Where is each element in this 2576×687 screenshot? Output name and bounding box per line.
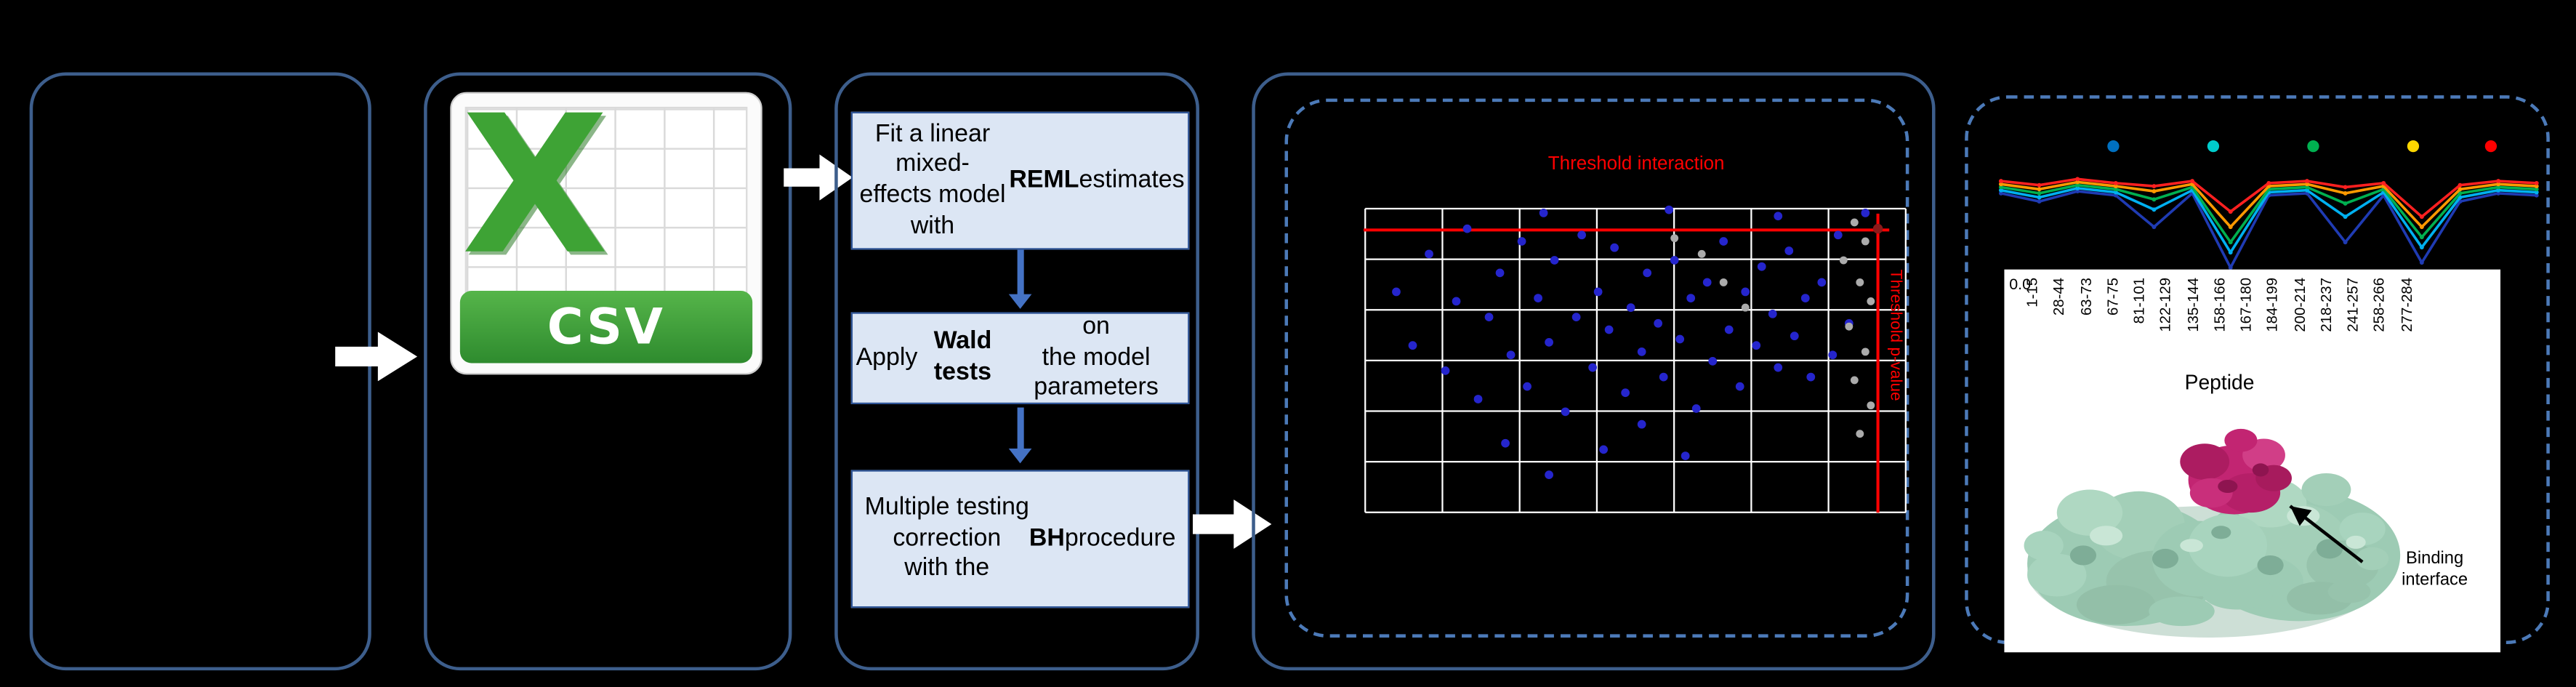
peptide-tick-label: 258-266 <box>2371 277 2388 332</box>
peptide-tick-label: 63-73 <box>2077 277 2094 316</box>
y-tick-label: 0.0 <box>2009 276 2032 294</box>
x-axis-title: Peptide <box>2184 371 2255 395</box>
peptide-tick-label: 28-44 <box>2050 277 2067 316</box>
protein-structure-image <box>2024 428 2401 638</box>
panel-csv: X CSV <box>424 72 792 671</box>
panel-volcano-plot: Threshold interaction Threshold p-value <box>1252 72 1936 671</box>
down-arrow-icon <box>997 407 1043 467</box>
peptide-tick-label: 241-257 <box>2344 277 2361 332</box>
peptide-tick-label: 67-75 <box>2104 277 2121 316</box>
flow-box-bh: Multiple testing correction with the BH … <box>850 470 1190 608</box>
peptide-axis-crop: 0.0 1-15 28-44 63-73 67-75 81-101 122-129 135-… <box>2004 269 2501 653</box>
flow-box-reml: Fit a linear mixed- effects model with R… <box>850 111 1190 250</box>
dashed-result-frame <box>1284 98 1909 638</box>
threshold-interaction-label: Threshold interaction <box>1547 154 1725 174</box>
threshold-pvalue-label: Threshold p-value <box>1885 269 1904 401</box>
volcano-scatter-plot <box>1363 205 1907 513</box>
peptide-tick-label: 122-129 <box>2157 277 2174 332</box>
peptide-tick-label: 81-101 <box>2130 277 2148 324</box>
protein-surface <box>2024 473 2401 638</box>
peptide-tick-label: 277-284 <box>2397 277 2415 332</box>
binding-annotation-line2: interface <box>2402 570 2468 590</box>
flow-box-wald: Apply Wald tests on the model parameters <box>850 312 1190 405</box>
peptide-tick-label: 135-144 <box>2183 277 2201 332</box>
csv-file-icon: X CSV <box>450 92 762 375</box>
peptide-tick-label: 1-15 <box>2024 277 2041 308</box>
binding-interface-arrow-icon <box>2289 505 2364 563</box>
panel-input-data <box>29 72 371 671</box>
panel-epitope-result: 0.0 1-15 28-44 63-73 67-75 81-101 122-129 135-… <box>1965 95 2550 653</box>
peptide-tick-label: 218-237 <box>2317 277 2335 332</box>
spreadsheet-grid <box>464 106 748 301</box>
panel-model-steps: Fit a linear mixed- effects model with R… <box>834 72 1199 671</box>
peptide-tick-label: 200-214 <box>2290 277 2308 332</box>
excel-x-logo: X <box>462 92 609 298</box>
peptide-tick-label: 184-199 <box>2264 277 2281 332</box>
binding-interface-surface <box>2180 428 2292 515</box>
peptide-tick-label: 167-180 <box>2237 277 2254 332</box>
down-arrow-icon <box>997 249 1043 313</box>
peptide-tick-label: 158-166 <box>2210 277 2228 332</box>
binding-interface-annotation: Binding interface <box>2375 549 2494 592</box>
peptide-tick-labels: 1-15 28-44 63-73 67-75 81-101 122-129 135-144 1… <box>2024 278 2415 370</box>
epitope-line-chart <box>1998 140 2539 270</box>
csv-banner-label: CSV <box>459 291 753 363</box>
binding-annotation-line1: Binding <box>2406 548 2464 569</box>
